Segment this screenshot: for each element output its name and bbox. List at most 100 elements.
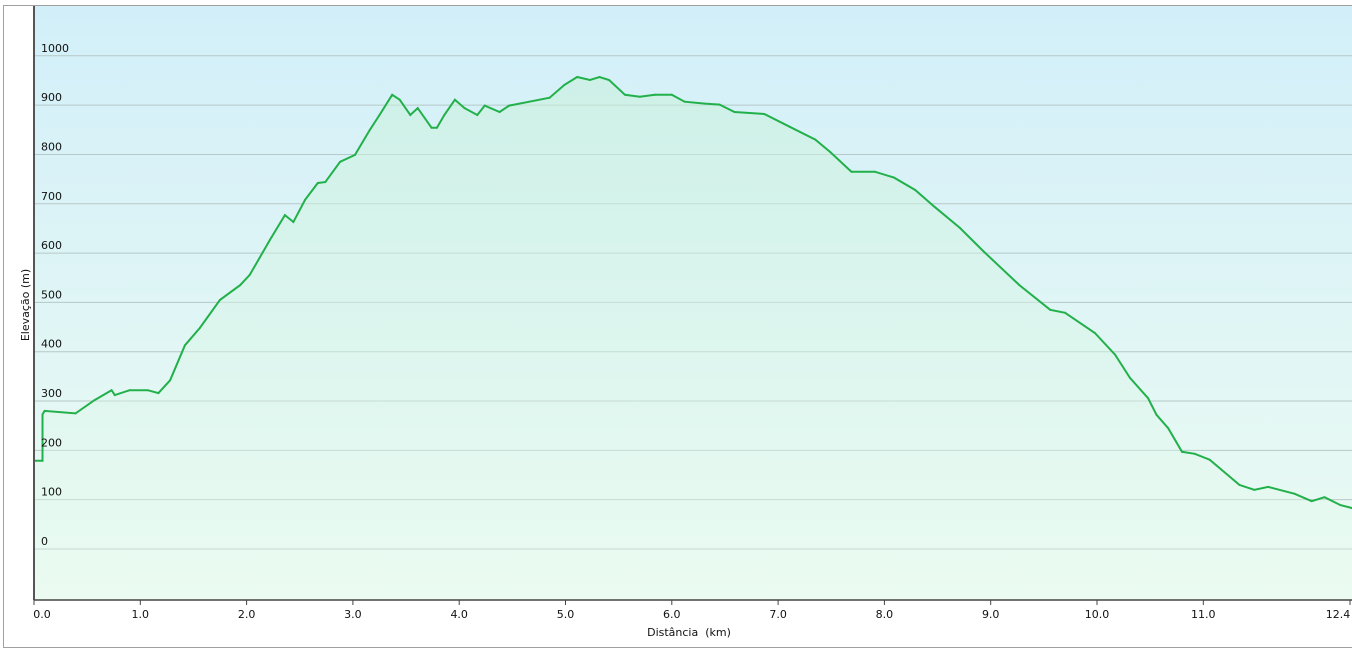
x-tick-label: 8.0: [876, 608, 894, 621]
data-point: [958, 226, 961, 229]
data-point: [528, 100, 531, 103]
data-point: [304, 198, 307, 201]
x-tick-label: 9.0: [982, 608, 1000, 621]
data-point: [733, 111, 736, 114]
data-point: [608, 78, 611, 81]
data-point: [435, 126, 438, 129]
data-point: [576, 76, 579, 79]
data-point: [483, 104, 486, 107]
data-point: [453, 98, 456, 101]
data-point: [683, 100, 686, 103]
data-point: [718, 103, 721, 106]
data-point: [788, 125, 791, 128]
data-point: [814, 138, 817, 141]
data-point: [339, 160, 342, 163]
data-point: [1114, 353, 1117, 356]
data-point: [113, 394, 116, 397]
data-point: [1323, 496, 1326, 499]
y-tick-label: 0: [41, 535, 48, 548]
x-tick-label: 7.0: [769, 608, 787, 621]
x-tick-label: 2.0: [238, 608, 256, 621]
data-point: [914, 188, 917, 191]
data-point: [1339, 504, 1342, 507]
data-point: [198, 327, 201, 330]
y-tick-label: 1000: [41, 42, 69, 55]
data-point: [368, 128, 371, 131]
data-point: [983, 251, 986, 254]
data-point: [873, 170, 876, 173]
y-tick-label: 300: [41, 387, 62, 400]
data-point: [829, 150, 832, 153]
data-point: [476, 113, 479, 116]
data-point: [670, 93, 673, 96]
data-point: [43, 409, 46, 412]
y-tick-label: 800: [41, 140, 62, 153]
data-point: [1128, 376, 1131, 379]
data-point: [850, 170, 853, 173]
data-point: [1155, 413, 1158, 416]
data-point: [624, 93, 627, 96]
data-point: [1049, 308, 1052, 311]
y-tick-label: 600: [41, 239, 62, 252]
data-point: [443, 113, 446, 116]
data-point: [1064, 311, 1067, 314]
x-tick-label: 12.4: [1326, 608, 1351, 621]
data-point: [416, 107, 419, 110]
data-point: [146, 389, 149, 392]
data-point: [933, 205, 936, 208]
data-point: [324, 181, 327, 184]
data-point: [463, 107, 466, 110]
data-points: [33, 76, 1352, 510]
data-point: [391, 93, 394, 96]
data-point: [1238, 483, 1241, 486]
data-point: [1193, 452, 1196, 455]
data-point: [1018, 284, 1021, 287]
x-tick-label: 4.0: [450, 608, 468, 621]
x-tick-label: 5.0: [557, 608, 575, 621]
data-point: [1167, 427, 1170, 430]
data-point: [1208, 458, 1211, 461]
data-point: [283, 214, 286, 217]
data-point: [219, 298, 222, 301]
y-tick-label: 400: [41, 338, 62, 351]
x-axis-label: Distância (km): [647, 626, 731, 639]
data-point: [378, 113, 381, 116]
data-point: [1293, 492, 1296, 495]
data-point: [430, 126, 433, 129]
data-point: [508, 104, 511, 107]
x-tick-label: 10.0: [1085, 608, 1110, 621]
data-point: [292, 221, 295, 224]
data-point: [763, 112, 766, 115]
data-point: [41, 459, 44, 462]
data-point: [1267, 485, 1270, 488]
data-point: [398, 98, 401, 101]
data-point: [169, 379, 172, 382]
x-tick-label: 6.0: [663, 608, 681, 621]
data-point: [128, 389, 131, 392]
y-tick-label: 200: [41, 436, 62, 449]
data-point: [598, 76, 601, 79]
y-tick-label: 100: [41, 486, 62, 499]
data-point: [703, 102, 706, 105]
data-point: [268, 238, 271, 241]
chart-frame: [3, 5, 1352, 648]
data-point: [1253, 488, 1256, 491]
data-point: [409, 113, 412, 116]
data-point: [892, 176, 895, 179]
data-point: [638, 95, 641, 98]
data-point: [183, 344, 186, 347]
data-point: [74, 412, 77, 415]
data-point: [41, 413, 44, 416]
x-tick-label: 11.0: [1191, 608, 1216, 621]
elevation-line: [34, 75, 1352, 510]
y-tick-label: 900: [41, 91, 62, 104]
y-tick-label: 500: [41, 288, 62, 301]
data-point: [653, 93, 656, 96]
data-point: [548, 96, 551, 99]
elevation-area: [34, 77, 1352, 600]
x-tick-label: 1.0: [132, 608, 150, 621]
data-point: [316, 182, 319, 185]
y-axis-label: Elevação (m): [19, 269, 32, 341]
x-tick-label: 3.0: [344, 608, 362, 621]
